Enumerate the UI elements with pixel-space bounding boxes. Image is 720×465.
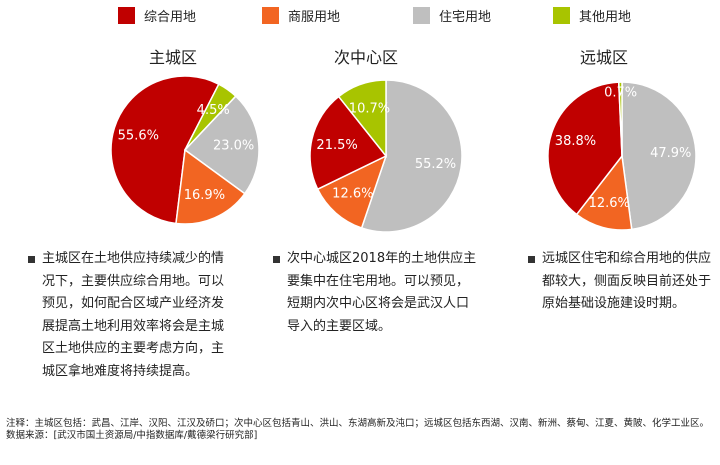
pie-title: 远城区: [579, 48, 628, 67]
bullet-line: 城区拿地难度将持续提高。: [42, 363, 199, 379]
legend-swatch: [118, 7, 135, 24]
bullet-square: [273, 256, 280, 263]
pie-slice: [617, 81, 623, 157]
pie-svg: 55.6% 4.5% 23.0% 16.9%: [110, 75, 260, 225]
data-source: 数据来源：[武汉市国土资源局/中指数据库/戴德梁行研究部]: [6, 430, 258, 441]
legend-swatch: [262, 7, 279, 24]
pie-data-label: 12.6%: [332, 187, 373, 202]
pie-data-label: 55.2%: [415, 157, 456, 172]
legend-item: 综合用地: [118, 6, 196, 25]
pie-slice: [309, 95, 388, 191]
legend-item: 商服用地: [262, 6, 340, 25]
bullet-line: 预见，如何配合区域产业经济发: [42, 296, 225, 311]
legend-swatch: [553, 7, 570, 24]
pie-slice: [110, 75, 220, 225]
legend-label: 商服用地: [288, 10, 341, 25]
pie-data-label: 16.9%: [184, 188, 225, 203]
pie-slice: [183, 95, 260, 195]
pie-title: 主城区: [148, 48, 197, 67]
bullet-line: 短期内次中心区将会是武汉人口: [287, 296, 470, 311]
pie-svg: 47.9% 12.6% 38.8% 0.7%: [547, 81, 697, 231]
bullet-text: 远城区住宅和综合用地的供应 都较大，侧面反映目前还处于 原始基础设施建设时期。: [542, 248, 711, 316]
pie-data-label: 12.6%: [589, 196, 630, 211]
bullet-line: 原始基础设施建设时期。: [542, 296, 686, 311]
bullet-line: 主城区在土地供应持续减少的情: [42, 251, 225, 266]
pie-slice: [316, 154, 388, 229]
footnote: 注释：主城区包括：武昌、江岸、汉阳、江汉及硚口；次中心区包括青山、洪山、东湖高新…: [6, 418, 710, 429]
pie-data-label: 10.7%: [349, 102, 390, 117]
pie-data-label: 55.6%: [118, 129, 159, 144]
bullet-square: [28, 256, 35, 263]
bullet-line: 导入的主要区域。: [287, 318, 392, 334]
legend: 综合用地 商服用地 住宅用地 其他用地: [0, 6, 720, 28]
pie-data-label: 47.9%: [650, 146, 691, 161]
bullet-line: 远城区住宅和综合用地的供应: [542, 251, 712, 266]
pie-data-label: 0.7%: [604, 85, 637, 100]
pie-slice: [547, 81, 623, 216]
notes: 注释：主城区包括：武昌、江岸、汉阳、江汉及硚口；次中心区包括青山、洪山、东湖高新…: [6, 418, 711, 442]
pie-slice: [575, 154, 633, 231]
bullet-text: 主城区在土地供应持续减少的情 况下，主要供应综合用地。可以 预见，如何配合区域产业经…: [42, 248, 224, 383]
pie-slice: [621, 81, 697, 231]
bullet-line: 次中心城区2018年的土地供应主: [287, 251, 477, 266]
pie-chart-outer-city: 远城区 47.9% 12.6% 38.8% 0.7%: [484, 44, 720, 234]
bullet-text: 次中心城区2018年的土地供应主 要集中在住宅用地。可以预见， 短期内次中心区将会是…: [287, 248, 476, 338]
pie-title: 次中心区: [333, 48, 398, 67]
pie-data-label: 4.5%: [197, 103, 230, 118]
legend-label: 其他用地: [579, 10, 632, 25]
bullet-square: [528, 256, 535, 263]
legend-item: 住宅用地: [413, 6, 491, 25]
bullet-line: 区土地供应的主要考虑方向，主: [42, 341, 225, 356]
pie-data-label: 21.5%: [316, 138, 357, 153]
pie-data-label: 23.0%: [213, 139, 254, 154]
legend-label: 住宅用地: [439, 10, 492, 25]
bullet-line: 况下，主要供应综合用地。可以: [42, 273, 225, 289]
bullet-line: 要集中在住宅用地。可以预见，: [287, 273, 470, 289]
legend-item: 其他用地: [553, 6, 631, 25]
bullet-line: 展提高土地利用效率将会是主城: [42, 318, 225, 334]
pie-chart-main-city: 主城区 55.6% 4.5% 23.0% 16.9%: [53, 44, 293, 234]
pie-slice: [337, 79, 387, 159]
pie-data-label: 38.8%: [555, 134, 596, 149]
pie-chart-sub-center: 次中心区 55.2% 12.6% 21.5% 10.7%: [246, 44, 486, 234]
pie-svg: 55.2% 12.6% 21.5% 10.7%: [309, 79, 463, 233]
pie-slice: [175, 148, 246, 225]
legend-swatch: [413, 7, 430, 24]
legend-label: 综合用地: [144, 10, 197, 25]
bullet-line: 都较大，侧面反映目前还处于: [542, 273, 712, 289]
